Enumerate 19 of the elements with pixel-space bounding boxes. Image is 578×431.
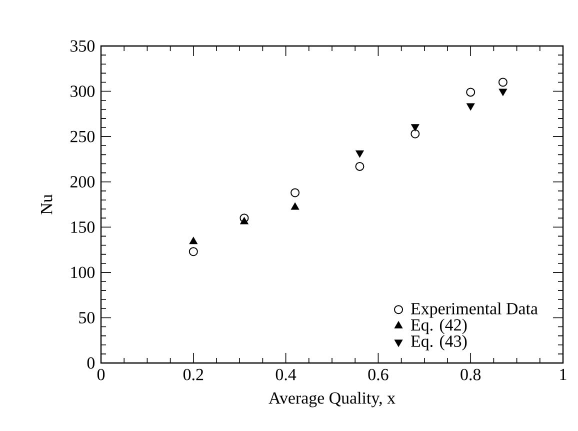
y-tick-label: 250	[70, 130, 95, 142]
x-tick-label: 0.6	[368, 368, 388, 380]
x-tick-label: 0.4	[276, 368, 296, 380]
legend-label: Eq. (43)	[411, 335, 467, 350]
y-tick-label: 0	[87, 357, 95, 369]
y-axis-title: Nu	[41, 194, 52, 214]
y-tick-label: 350	[70, 40, 95, 52]
y-tick-label: 200	[70, 176, 95, 188]
x-tick-label: 0.8	[460, 368, 481, 380]
x-tick-label: 0	[97, 368, 105, 380]
x-tick-label: 1	[560, 368, 566, 380]
x-axis-title: Average Quality, x	[268, 392, 396, 408]
y-tick-label: 150	[71, 221, 95, 233]
y-tick-label: 100	[71, 266, 95, 278]
y-tick-label: 300	[70, 86, 95, 98]
legend-label: Experimental Data	[411, 302, 538, 318]
y-tick-label: 50	[79, 312, 95, 324]
x-tick-label: 0.2	[183, 368, 204, 380]
legend-label: Eq. (42)	[411, 318, 467, 334]
